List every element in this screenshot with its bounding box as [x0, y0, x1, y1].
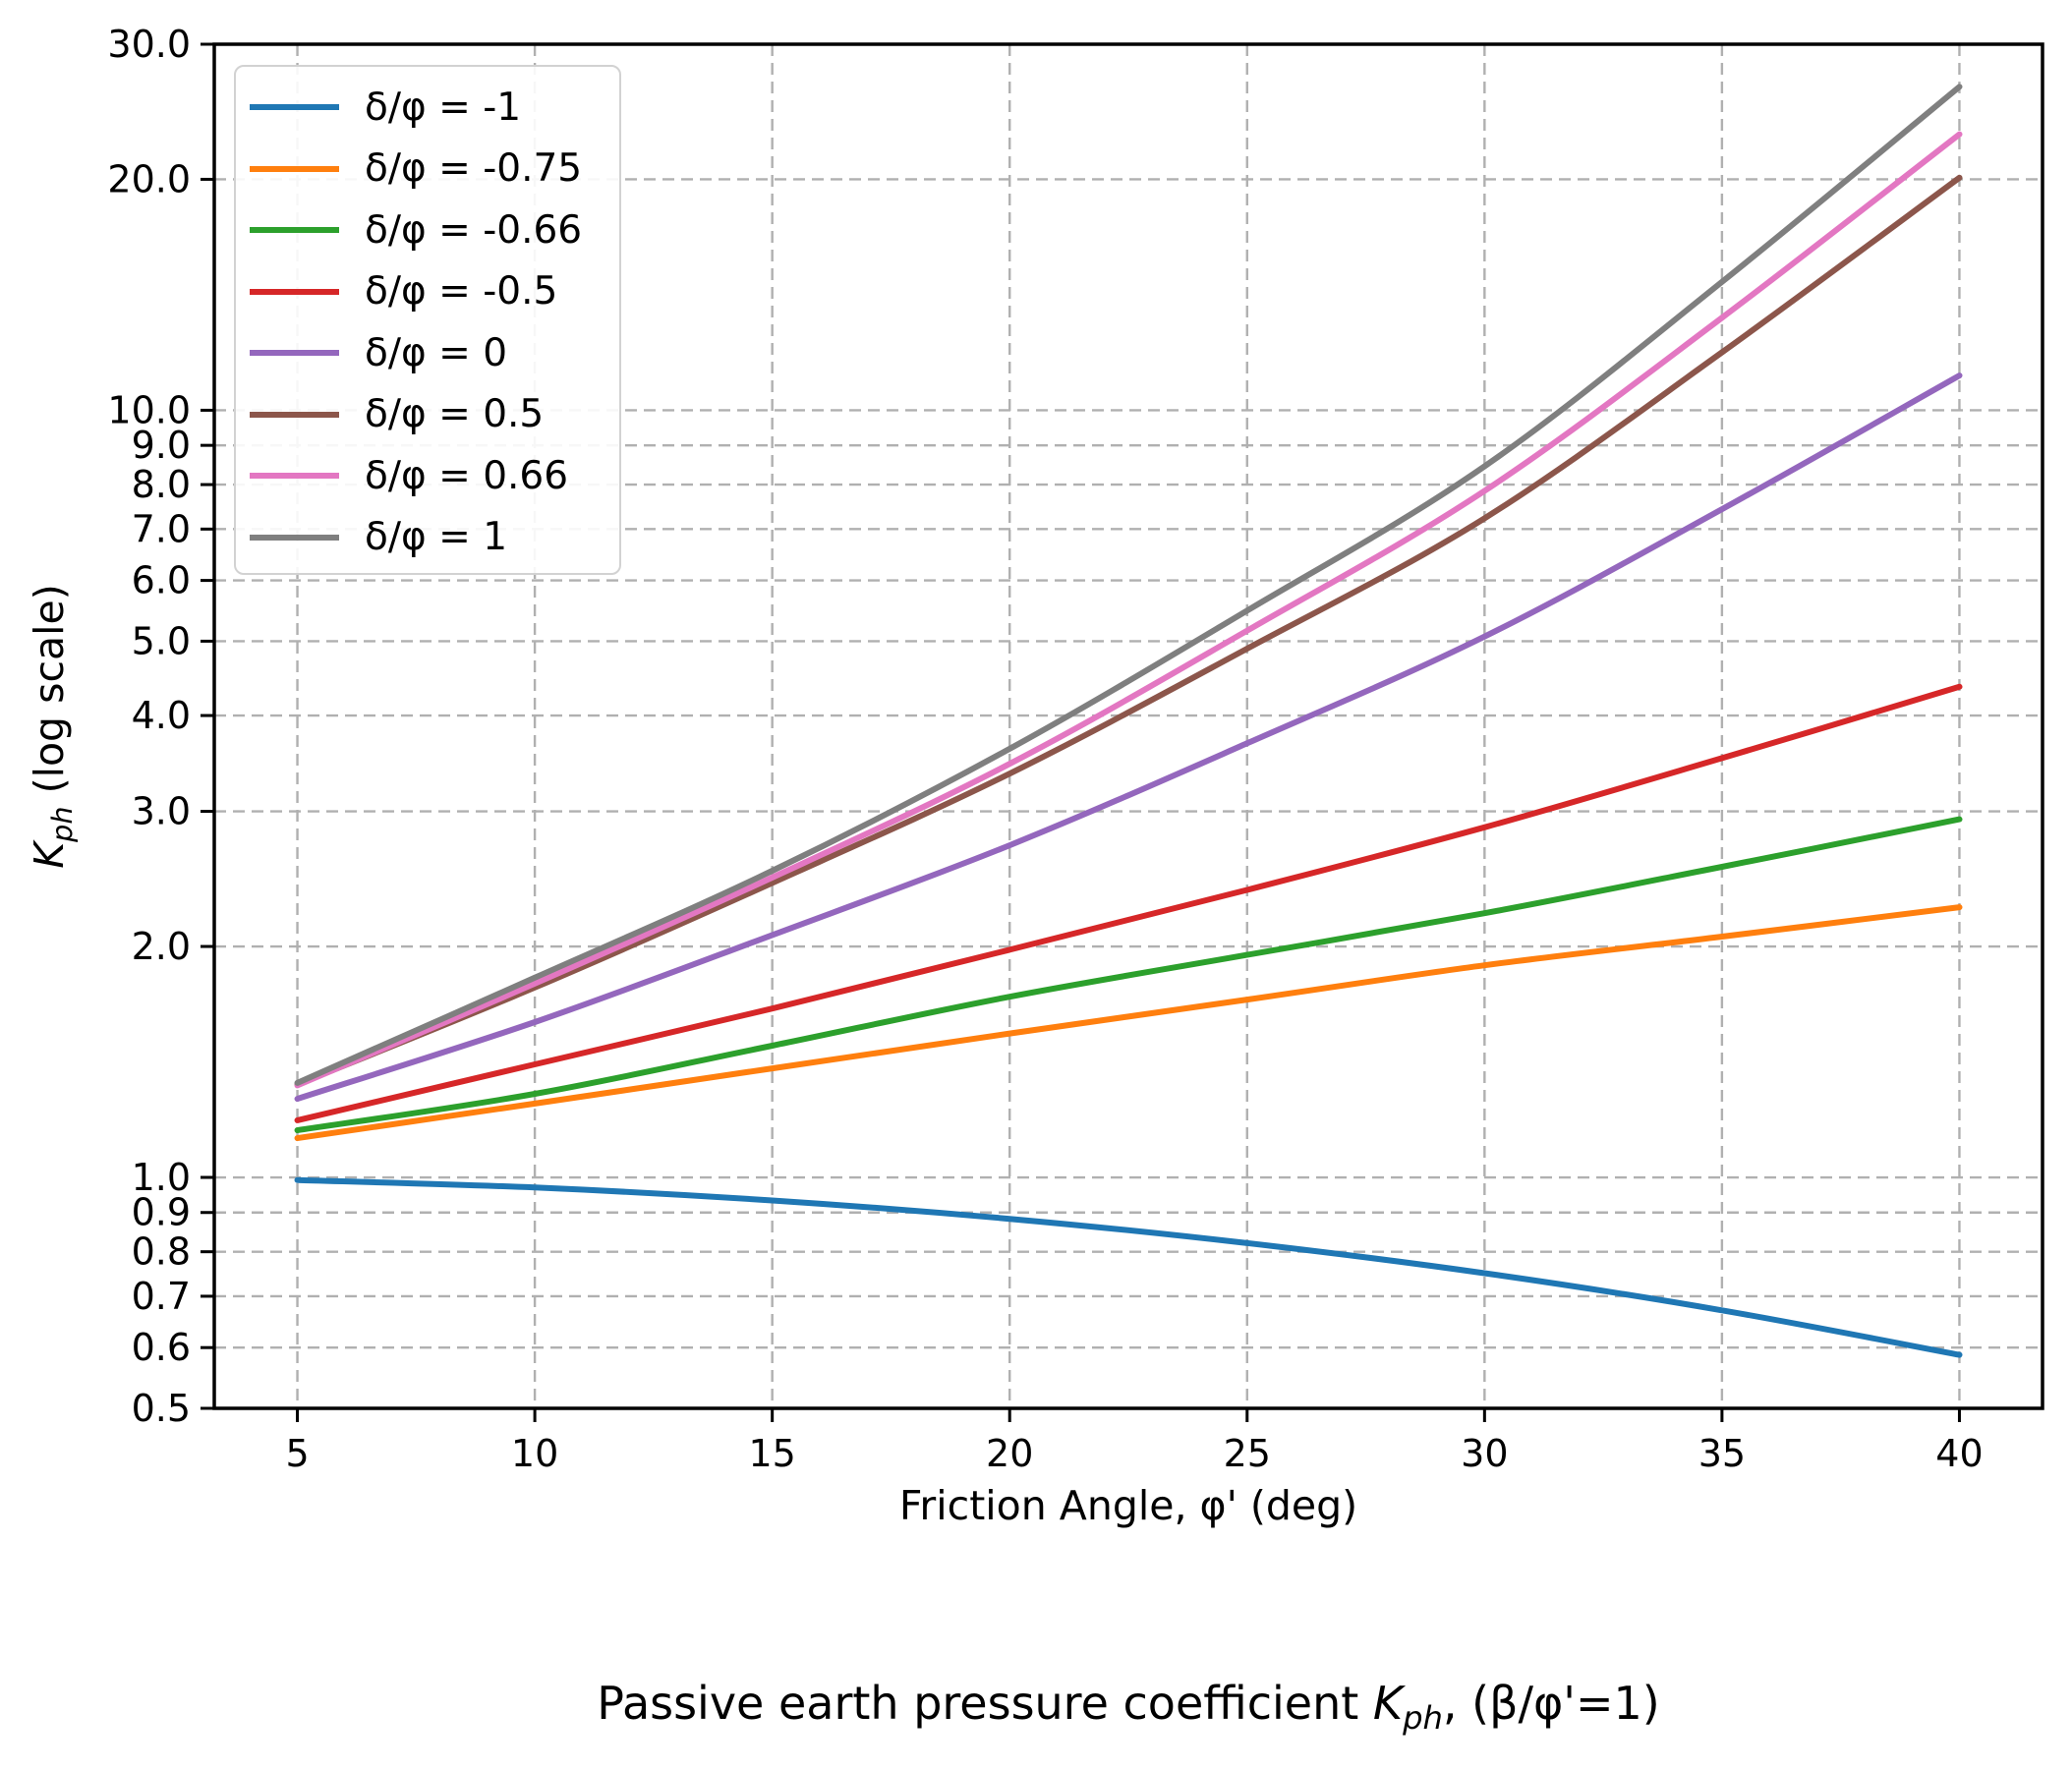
- y-tick-label: 7.0: [132, 507, 191, 550]
- x-tick-label: 35: [1698, 1432, 1746, 1475]
- axis-ticks: [201, 42, 1961, 1422]
- chart-title: Passive earth pressure coefficient Kph, …: [597, 1677, 1660, 1738]
- legend-line-sample: [250, 534, 339, 541]
- legend-label: δ/φ = 0: [365, 330, 508, 375]
- curve-δ/φ = 0.5: [294, 174, 1963, 1088]
- curve-δ/φ = -0.66: [294, 816, 1963, 1134]
- y-tick-label: 0.9: [132, 1191, 191, 1234]
- curve-δ/φ = 1: [294, 84, 1963, 1086]
- legend-label: δ/φ = -0.75: [365, 146, 583, 192]
- legend-label: δ/φ = 1: [365, 515, 508, 560]
- legend-item: δ/φ = -0.75: [250, 139, 619, 200]
- y-tick-label: 3.0: [132, 790, 191, 833]
- legend-label: δ/φ = -0.66: [365, 207, 583, 253]
- y-tick-label: 8.0: [132, 463, 191, 506]
- legend-label: δ/φ = 0.66: [365, 453, 569, 498]
- legend-line-sample: [250, 227, 339, 234]
- plot-frame: [212, 42, 2044, 1410]
- curve-δ/φ = -0.75: [294, 904, 1963, 1142]
- legend-label: δ/φ = 0.5: [365, 392, 545, 437]
- curve-δ/φ = -1: [294, 1176, 1963, 1358]
- legend-label: δ/φ = -1: [365, 85, 522, 130]
- legend-line-sample: [250, 104, 339, 111]
- legend-line-sample: [250, 411, 339, 418]
- y-tick-label: 20.0: [107, 157, 191, 200]
- legend-line-sample: [250, 165, 339, 172]
- y-tick-label: 10.0: [107, 388, 191, 431]
- y-tick-label: 0.8: [132, 1230, 191, 1274]
- x-tick-label: 40: [1935, 1432, 1983, 1475]
- legend-line-sample: [250, 288, 339, 295]
- y-tick-label: 1.0: [132, 1156, 191, 1199]
- legend-item: δ/φ = 0.5: [250, 384, 619, 446]
- y-tick-label: 0.5: [132, 1387, 191, 1430]
- y-tick-label: 30.0: [107, 23, 191, 66]
- legend-item: δ/φ = 1: [250, 507, 619, 569]
- data-curves: [294, 84, 1963, 1358]
- curve-δ/φ = -0.5: [294, 683, 1963, 1123]
- y-tick-label: 9.0: [132, 424, 191, 467]
- y-axis-title: Kph (log scale): [25, 584, 80, 869]
- legend: δ/φ = -1 δ/φ = -0.75 δ/φ = -0.66 δ/φ = -…: [234, 65, 621, 575]
- legend-line-sample: [250, 473, 339, 480]
- tick-labels: 5 10 15 20 25 30 35 40 30.0 20.0 10.09.08.07.0 6.0 5…: [107, 23, 1983, 1475]
- y-tick-label: 0.6: [132, 1326, 191, 1369]
- legend-item: δ/φ = -0.66: [250, 200, 619, 261]
- legend-item: δ/φ = 0.66: [250, 445, 619, 507]
- x-tick-label: 25: [1224, 1432, 1271, 1475]
- curve-δ/φ = 0: [294, 372, 1963, 1103]
- x-tick-label: 10: [511, 1432, 558, 1475]
- y-tick-label: 5.0: [132, 619, 191, 662]
- curve-δ/φ = 0.66: [294, 131, 1963, 1089]
- y-tick-label: 2.0: [132, 925, 191, 968]
- x-tick-label: 5: [285, 1432, 309, 1475]
- y-tick-label: 4.0: [132, 694, 191, 737]
- legend-line-sample: [250, 350, 339, 357]
- x-tick-label: 15: [748, 1432, 795, 1475]
- legend-item: δ/φ = 0: [250, 322, 619, 384]
- legend-item: δ/φ = -0.5: [250, 261, 619, 323]
- x-axis-title: Friction Angle, φ' (deg): [898, 1482, 1358, 1529]
- x-tick-label: 20: [986, 1432, 1033, 1475]
- y-tick-label: 6.0: [132, 559, 191, 602]
- legend-label: δ/φ = -0.5: [365, 269, 558, 314]
- x-tick-label: 30: [1461, 1432, 1508, 1475]
- legend-item: δ/φ = -1: [250, 77, 619, 139]
- y-tick-label: 0.7: [132, 1275, 191, 1318]
